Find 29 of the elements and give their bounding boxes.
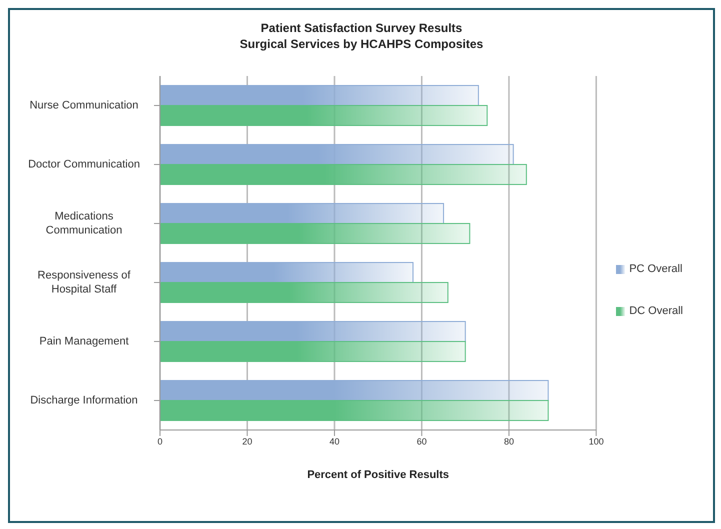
y-tick-label: Responsiveness of Hospital Staff <box>38 270 132 296</box>
x-tick-label: 40 <box>329 436 340 446</box>
bar <box>160 84 479 106</box>
y-tick-label: Discharge Information <box>30 394 138 406</box>
y-tick-label: Pain Management <box>39 336 129 348</box>
bar <box>160 282 448 303</box>
bar <box>160 222 470 244</box>
x-tick-label: 100 <box>588 436 604 446</box>
y-tick-label: Nurse Communication <box>30 100 138 112</box>
bar <box>160 340 466 362</box>
bar <box>160 262 414 283</box>
bar <box>160 202 444 224</box>
x-tick-label: 0 <box>157 436 163 446</box>
chart-title: Patient Satisfaction Survey Results <box>260 20 464 36</box>
bar <box>160 104 488 126</box>
bar <box>160 400 549 421</box>
x-tick-label: 80 <box>504 436 514 446</box>
bar <box>160 320 466 342</box>
bar <box>160 144 514 165</box>
bar <box>160 164 527 185</box>
x-axis-title: Percent of Positive Results <box>307 469 450 481</box>
chart-subtitle: Surgical Services by HCAHPS Composites <box>238 36 484 52</box>
legend-label: PC Overall <box>629 263 682 275</box>
legend-label: DC Overall <box>629 305 683 317</box>
y-tick-label: Doctor Communication <box>28 158 140 170</box>
x-tick-label: 60 <box>416 436 427 446</box>
y-tick-label: Medications Communication <box>46 210 122 236</box>
bar <box>160 380 549 401</box>
x-tick-label: 20 <box>242 436 252 446</box>
